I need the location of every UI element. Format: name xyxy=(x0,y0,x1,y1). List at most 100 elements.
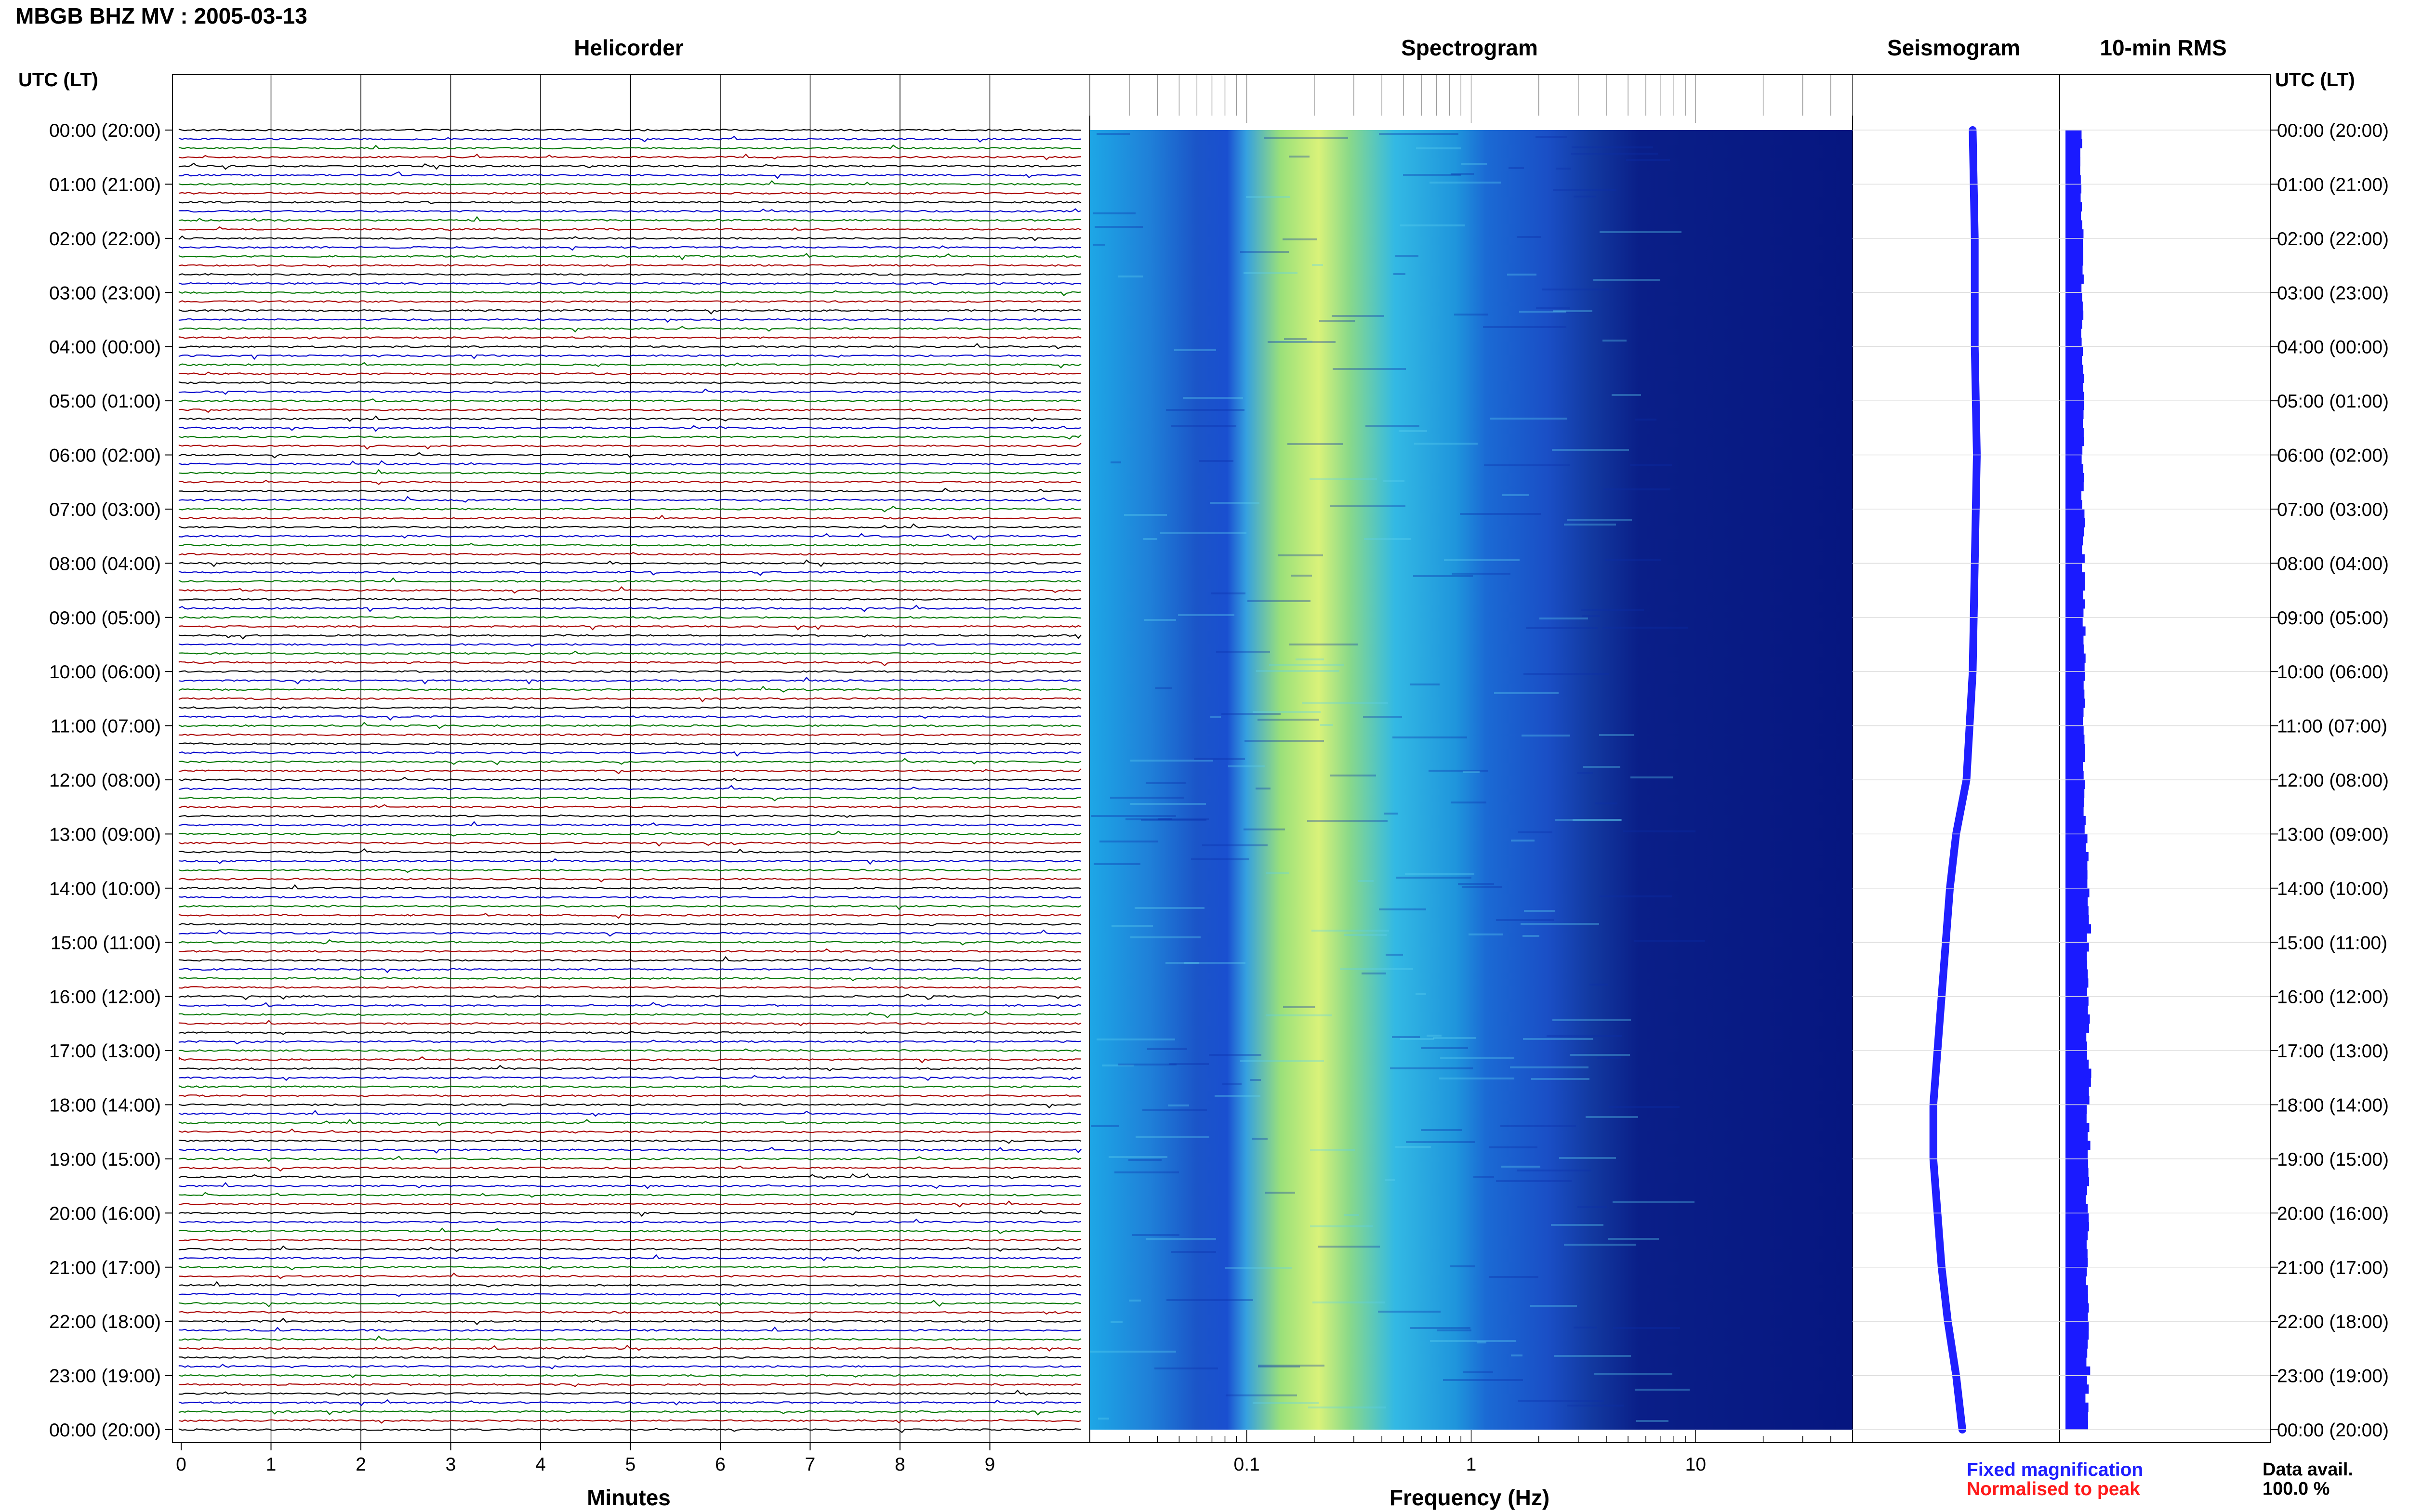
helicorder-trace xyxy=(178,913,1082,919)
rms-bar xyxy=(2065,1339,2088,1349)
spectrogram-streak xyxy=(1554,1355,1631,1357)
spectrogram-streak xyxy=(1240,1060,1324,1062)
spectrogram-streak xyxy=(1403,174,1461,176)
time-label-right: 04:00 (00:00) xyxy=(2277,337,2389,358)
frequency-tick-label: 0.1 xyxy=(1234,1454,1260,1475)
spectrogram-streak xyxy=(1244,272,1297,274)
spectrogram-streak xyxy=(1450,1265,1475,1267)
spectrogram-streak xyxy=(1247,600,1310,602)
helicorder-trace xyxy=(178,948,1082,953)
spectrogram-streak xyxy=(1567,1405,1624,1407)
spectrogram-streak xyxy=(1400,1038,1434,1040)
spectrogram-streak xyxy=(1289,644,1358,645)
spectrogram-streak xyxy=(1582,615,1600,617)
helicorder-trace xyxy=(178,245,1082,251)
rms-bar xyxy=(2065,960,2088,970)
rms-bar xyxy=(2065,211,2081,221)
rms-bar xyxy=(2065,1285,2088,1295)
spectrogram-streak xyxy=(1451,802,1486,803)
spectrogram-streak xyxy=(1500,1125,1576,1127)
time-label-left: 01:00 (21:00) xyxy=(49,174,161,195)
helicorder-trace xyxy=(178,523,1082,529)
spectrogram-streak xyxy=(1600,895,1672,897)
rms-bar xyxy=(2065,879,2088,889)
spectrogram-streak xyxy=(1440,1057,1514,1059)
helicorder-trace xyxy=(178,1103,1082,1109)
spectrogram-streak xyxy=(1256,670,1339,672)
spectrogram-streak xyxy=(1365,425,1419,427)
rms-bar xyxy=(2065,1348,2088,1358)
rms-bar xyxy=(2065,1168,2089,1177)
spectrogram-streak xyxy=(1555,819,1622,821)
rms-bar xyxy=(2065,996,2089,1006)
helicorder-trace xyxy=(178,552,1082,556)
spectrogram-streak xyxy=(1332,315,1384,317)
helicorder-trace xyxy=(178,1019,1082,1026)
spectrogram-streak xyxy=(1266,1014,1332,1016)
rms-bar xyxy=(2065,536,2083,546)
spectrogram-streak xyxy=(1284,338,1307,340)
spectrogram-streak xyxy=(1216,651,1270,653)
spectrogram-streak xyxy=(1405,873,1474,875)
rms-bar xyxy=(2065,310,2084,320)
rms-bar xyxy=(2065,157,2080,167)
rms-bar xyxy=(2065,1114,2087,1123)
spectrogram-streak xyxy=(1184,962,1199,964)
rms-bar xyxy=(2065,1294,2088,1304)
time-label-right: 01:00 (21:00) xyxy=(2277,174,2389,195)
spectrogram-streak xyxy=(1414,443,1478,445)
helicorder-trace xyxy=(178,1383,1082,1387)
spectrogram-streak xyxy=(1308,1407,1386,1408)
spectrogram-streak xyxy=(1518,831,1552,833)
helicorder-trace xyxy=(178,1156,1082,1162)
helicorder-trace xyxy=(178,1094,1082,1097)
spectrogram-streak xyxy=(1287,443,1343,445)
rms-bar xyxy=(2065,184,2081,194)
spectrogram-streak xyxy=(1222,1083,1242,1085)
spectrogram-streak xyxy=(1147,1048,1187,1050)
helicorder-trace xyxy=(178,1428,1082,1433)
spectrogram-streak xyxy=(1310,1225,1373,1227)
time-label-left: 20:00 (16:00) xyxy=(49,1203,161,1224)
helicorder-trace xyxy=(178,858,1082,865)
helicorder-trace xyxy=(178,1146,1082,1154)
frequency-tick-label: 10 xyxy=(1685,1454,1706,1475)
spectrogram-streak xyxy=(1511,840,1535,841)
spectrogram-streak xyxy=(1320,724,1333,726)
rms-bar xyxy=(2065,455,2082,464)
spectrogram-streak xyxy=(1577,1206,1607,1208)
spectrogram-streak xyxy=(1524,910,1555,912)
rms-bar xyxy=(2065,1394,2086,1403)
spectrogram-streak xyxy=(1330,775,1376,776)
spectrogram-streak xyxy=(1473,1176,1494,1178)
spectrogram-streak xyxy=(1171,1251,1216,1253)
spectrogram-streak xyxy=(1421,1047,1468,1049)
rms-bar xyxy=(2065,283,2082,293)
minutes-tick-label: 8 xyxy=(895,1454,905,1475)
spectrogram-streak xyxy=(1444,559,1520,561)
time-label-right: 22:00 (18:00) xyxy=(2277,1312,2389,1332)
helicorder-trace xyxy=(178,616,1082,620)
spectrogram-streak xyxy=(1098,1418,1109,1420)
helicorder-trace xyxy=(178,1165,1082,1172)
rms-bar xyxy=(2065,1032,2087,1042)
helicorder-trace xyxy=(178,1311,1082,1315)
rms-bar xyxy=(2065,951,2087,961)
spectrogram-streak xyxy=(1146,782,1186,784)
rms-bar xyxy=(2065,1059,2089,1069)
helicorder-trace xyxy=(178,543,1081,547)
spectrogram-streak xyxy=(1463,771,1480,773)
rms-bar xyxy=(2065,942,2089,952)
spectrogram-streak xyxy=(1265,1192,1295,1194)
spectrogram-streak xyxy=(1535,136,1567,138)
helicorder-trace xyxy=(178,153,1082,160)
spectrogram-streak xyxy=(1093,212,1136,214)
time-label-left: 09:00 (05:00) xyxy=(49,608,161,629)
rms-bar xyxy=(2065,969,2088,979)
rms-bar xyxy=(2065,337,2082,347)
rms-bar xyxy=(2065,1078,2091,1087)
helicorder-trace xyxy=(178,1085,1082,1088)
time-label-right: 21:00 (17:00) xyxy=(2277,1258,2389,1278)
spectrogram-streak xyxy=(1586,1116,1638,1118)
rms-bar xyxy=(2065,202,2082,212)
